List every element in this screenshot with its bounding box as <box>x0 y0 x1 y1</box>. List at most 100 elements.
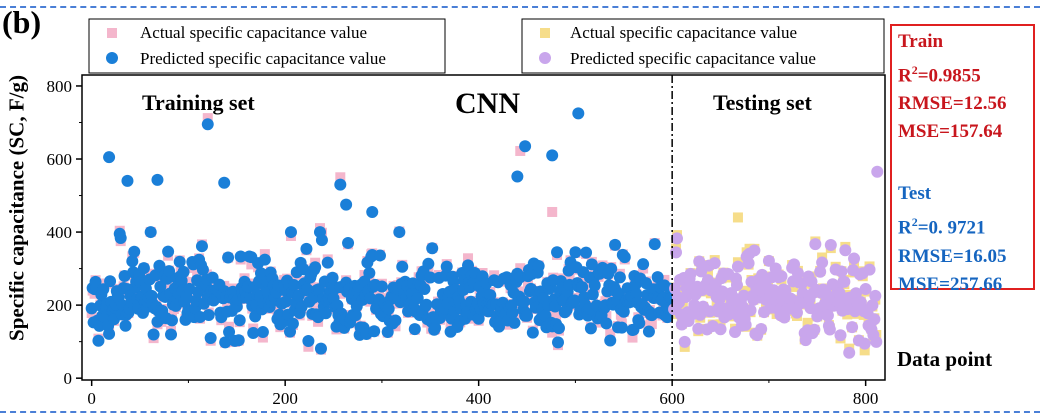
train-predicted-point <box>121 174 134 187</box>
train-predicted-point <box>222 251 235 264</box>
train-rmse: RMSE=12.56 <box>898 93 1007 115</box>
train-predicted-point <box>287 279 300 292</box>
train-predicted-point <box>585 258 598 271</box>
test-predicted-point <box>755 323 768 336</box>
train-predicted-point <box>258 253 271 266</box>
train-predicted-point <box>508 316 521 329</box>
top-dashed-border <box>0 6 1040 8</box>
train-predicted-point <box>617 305 630 318</box>
train-predicted-point <box>286 317 299 330</box>
train-actual-point <box>184 277 195 288</box>
panel-label: (b) <box>2 4 42 40</box>
test-actual-point <box>732 212 743 223</box>
train-actual-point <box>202 113 213 124</box>
test-predicted-point <box>833 287 846 300</box>
train-predicted-point <box>411 292 424 305</box>
train-predicted-point <box>389 314 402 327</box>
y-tick-label: 200 <box>47 296 73 315</box>
test-predicted-point <box>863 263 876 276</box>
test-predicted-point <box>804 302 817 315</box>
test-predicted-point <box>737 289 750 302</box>
train-predicted-point <box>196 263 209 276</box>
train-predicted-point <box>319 307 332 320</box>
train-predicted-point <box>247 326 260 339</box>
legend-test-predicted-marker <box>539 52 551 64</box>
train-actual-point <box>564 272 575 283</box>
train-predicted-point <box>334 178 347 191</box>
train-actual-point <box>515 145 526 156</box>
legend-train-box <box>88 18 446 74</box>
train-predicted-point <box>511 170 524 183</box>
train-predicted-point <box>426 242 439 255</box>
y-tick-label: 800 <box>47 77 73 96</box>
test-predicted-point <box>859 283 872 296</box>
train-title: Train <box>898 31 944 52</box>
train-predicted-point <box>137 262 150 275</box>
train-predicted-point <box>154 280 167 293</box>
train-predicted-point <box>613 271 626 284</box>
test-predicted-point <box>739 318 752 331</box>
train-predicted-point <box>144 226 157 239</box>
test-predicted-point <box>839 244 852 257</box>
train-r2-prefix: R <box>898 65 912 87</box>
train-predicted-point <box>104 275 117 288</box>
train-predicted-point <box>326 271 339 284</box>
legend-test-actual-marker <box>540 28 550 38</box>
test-r2-value: =0. 9721 <box>917 217 986 239</box>
plot-frame <box>81 74 886 381</box>
train-predicted-point <box>219 336 232 349</box>
train-r2: R2=0.9855 <box>898 56 1033 90</box>
train-predicted-point <box>162 245 175 258</box>
test-actual-point <box>859 345 870 356</box>
train-predicted-point <box>637 258 650 271</box>
train-predicted-point <box>588 279 601 292</box>
train-predicted-point <box>256 326 269 339</box>
x-tick-label: 0 <box>87 389 96 408</box>
train-predicted-point <box>422 257 435 270</box>
test-predicted-point <box>708 257 721 270</box>
y-tick-label: 0 <box>64 369 73 388</box>
train-predicted-point <box>572 107 585 120</box>
train-predicted-point <box>429 321 442 334</box>
train-predicted-point <box>223 326 236 339</box>
train-predicted-point <box>532 260 545 273</box>
train-predicted-point <box>233 314 246 327</box>
test-predicted-point <box>808 323 821 336</box>
test-predicted-point <box>775 270 788 283</box>
train-predicted-point <box>576 281 589 294</box>
train-predicted-point <box>234 250 247 263</box>
train-predicted-point <box>97 283 110 296</box>
train-predicted-point <box>128 245 141 258</box>
train-predicted-point <box>204 331 217 344</box>
train-predicted-point <box>119 319 132 332</box>
train-predicted-point <box>149 269 162 282</box>
train-predicted-point <box>349 309 362 322</box>
train-predicted-point <box>202 308 215 321</box>
train-predicted-point <box>518 295 531 308</box>
y-tick-label: 400 <box>47 223 73 242</box>
train-predicted-point <box>375 280 388 293</box>
x-tick-label: 800 <box>853 389 879 408</box>
train-predicted-point <box>521 309 534 322</box>
train-predicted-point <box>368 325 381 338</box>
train-predicted-point <box>440 260 453 273</box>
test-predicted-point <box>756 268 769 281</box>
test-predicted-point <box>834 329 847 342</box>
train-predicted-point <box>363 266 376 279</box>
x-axis-label: Data point <box>897 347 992 371</box>
test-predicted-point <box>849 287 862 300</box>
train-predicted-point <box>195 240 208 253</box>
train-predicted-point <box>551 246 564 259</box>
test-predicted-point <box>809 238 822 251</box>
testing-set-label: Testing set <box>713 90 812 115</box>
train-predicted-point <box>254 267 267 280</box>
train-predicted-point <box>418 283 431 296</box>
test-predicted-point <box>843 346 856 359</box>
train-predicted-point <box>551 336 564 349</box>
chart-title: CNN <box>455 87 520 120</box>
train-predicted-point <box>633 317 646 330</box>
legend-train-actual-marker <box>107 28 117 38</box>
test-predicted-point <box>742 257 755 270</box>
train-predicted-point <box>642 325 655 338</box>
